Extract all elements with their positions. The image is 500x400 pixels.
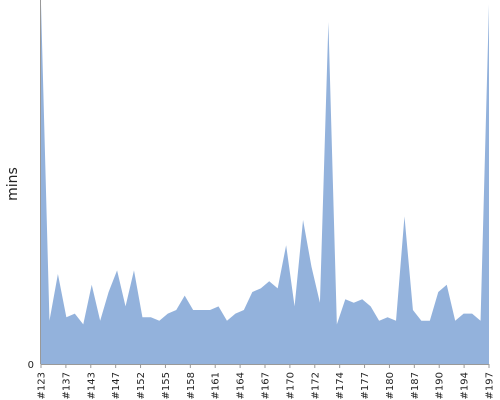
x-tick-label: #143 xyxy=(86,372,97,399)
x-tick-label: #161 xyxy=(211,372,222,399)
y-axis-label: mins xyxy=(5,167,21,201)
area-layer xyxy=(41,4,489,364)
x-tick-label: #190 xyxy=(435,372,446,399)
x-tick-label: #187 xyxy=(410,372,421,399)
x-tick-label: #155 xyxy=(161,372,172,399)
x-tick-label: #177 xyxy=(360,372,371,399)
x-tick-label: #194 xyxy=(460,372,471,399)
y-axis-ticks: 0 xyxy=(28,360,34,371)
x-tick-label: #152 xyxy=(136,372,147,399)
x-tick-label: #174 xyxy=(335,372,346,399)
x-tick-label: #158 xyxy=(186,372,197,399)
y-tick-label: 0 xyxy=(28,360,34,371)
x-tick-label: #164 xyxy=(236,372,247,399)
x-tick-label: #147 xyxy=(111,372,122,399)
x-tick-label: #123 xyxy=(37,372,48,399)
x-axis-ticks: #123 #137 #143 #147 #152 #155 #158 #161 #164 #167… xyxy=(37,364,496,399)
series-area xyxy=(41,4,489,364)
x-tick-label: #172 xyxy=(310,372,321,399)
x-tick-label: #180 xyxy=(385,372,396,399)
x-tick-label: #137 xyxy=(61,372,72,399)
x-tick-label: #197 xyxy=(485,372,496,399)
x-tick-label: #170 xyxy=(285,372,296,399)
x-tick-label: #167 xyxy=(261,372,272,399)
